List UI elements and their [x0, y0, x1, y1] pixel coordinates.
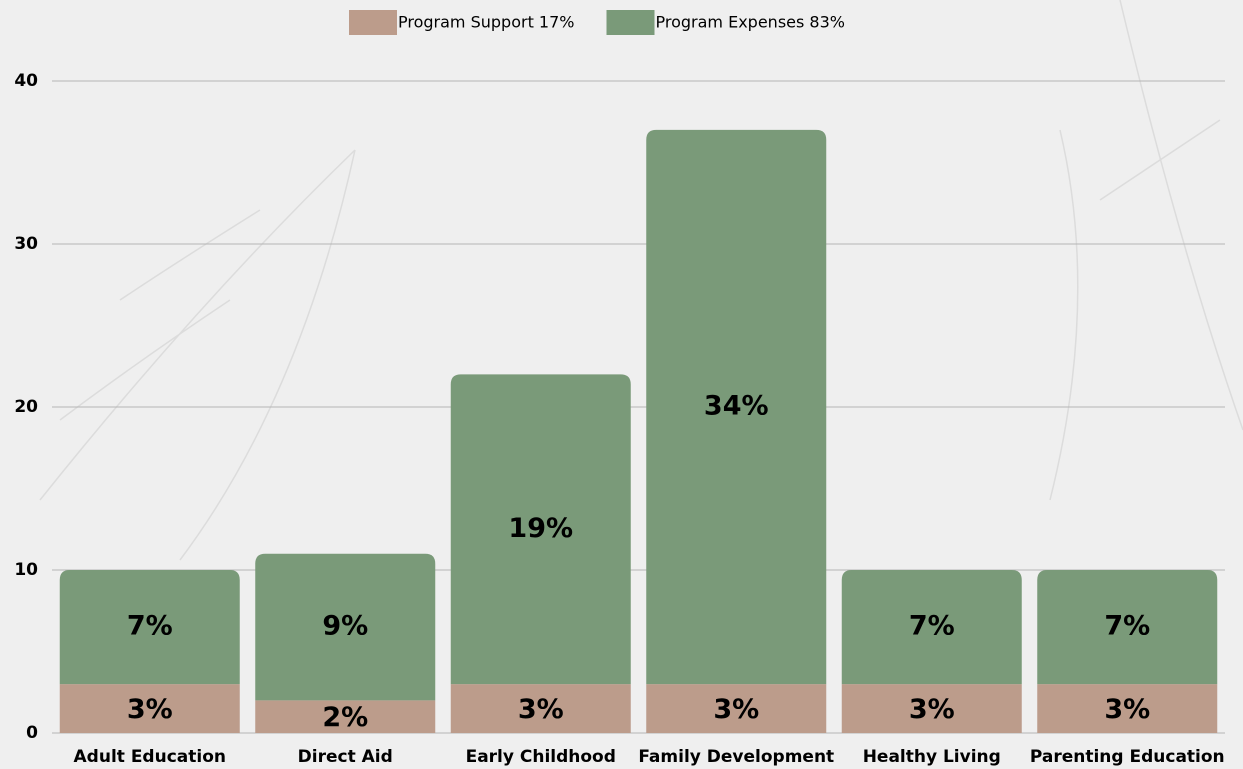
x-tick-label: Healthy Living	[863, 747, 1001, 767]
value-label: 3%	[127, 694, 173, 725]
bar-segment	[646, 129, 827, 685]
bar-segment	[255, 553, 436, 701]
value-label: 7%	[909, 611, 955, 642]
legend-swatch	[606, 10, 655, 35]
value-label: 2%	[322, 702, 368, 733]
legend-label: Program Support 17%	[398, 13, 575, 32]
value-label: 3%	[909, 694, 955, 725]
x-tick-label: Direct Aid	[298, 747, 393, 767]
bar-segment	[59, 684, 240, 733]
value-label: 7%	[127, 611, 173, 642]
value-label: 9%	[322, 611, 368, 642]
y-tick-label: 0	[26, 723, 38, 743]
y-tick-label: 30	[14, 234, 38, 254]
value-label: 3%	[713, 694, 759, 725]
y-tick-label: 10	[14, 560, 38, 580]
background-decoration	[39, 0, 1243, 561]
x-tick-label: Family Development	[638, 747, 834, 767]
value-label: 3%	[518, 694, 564, 725]
bar-segment	[59, 570, 240, 685]
bar-segment	[1037, 684, 1218, 733]
legend-label: Program Expenses 83%	[656, 13, 845, 32]
value-label: 19%	[508, 513, 573, 544]
x-tick-label: Early Childhood	[466, 747, 616, 767]
x-tick-label: Adult Education	[74, 747, 226, 767]
bar-segment	[450, 374, 631, 685]
value-label: 7%	[1104, 611, 1150, 642]
bar-segment	[1037, 570, 1218, 685]
x-tick-label: Parenting Education	[1030, 747, 1225, 767]
y-tick-label: 20	[14, 397, 38, 417]
value-label: 34%	[704, 391, 769, 422]
value-label: 3%	[1104, 694, 1150, 725]
bar-segment	[255, 700, 436, 733]
bar-segment	[841, 570, 1022, 685]
bar-segment	[450, 684, 631, 733]
bar-segment	[841, 684, 1022, 733]
legend-swatch	[349, 10, 397, 35]
bar-segment	[646, 684, 827, 733]
y-tick-label: 40	[14, 71, 38, 91]
